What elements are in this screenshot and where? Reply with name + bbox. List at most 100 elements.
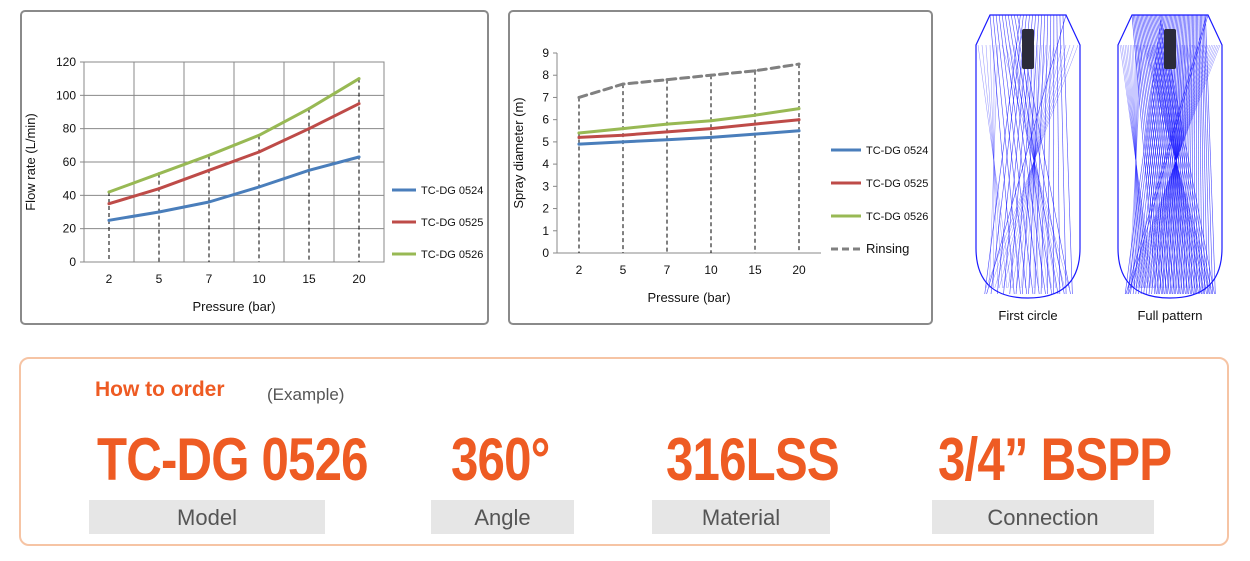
x-tick-label: 10	[704, 263, 718, 277]
y-axis-title: Flow rate (L/min)	[23, 113, 38, 211]
x-tick-label: 2	[106, 272, 113, 286]
data-point-tc-dg-0526	[207, 153, 211, 157]
spray-line	[1056, 14, 1061, 295]
y-tick-label: 6	[542, 113, 549, 127]
spray-line	[1139, 14, 1173, 295]
y-tick-label: 20	[63, 222, 77, 236]
spray-line	[1140, 14, 1176, 295]
x-tick-label: 5	[156, 272, 163, 286]
y-tick-label: 120	[56, 55, 76, 69]
data-point-tc-dg-0526	[621, 127, 625, 131]
y-tick-label: 2	[542, 202, 549, 216]
series-line-tc-dg-0525	[577, 118, 801, 139]
spray-patterns: First circle Full pattern	[960, 10, 1230, 330]
y-tick-label: 0	[69, 255, 76, 269]
first-circle-pattern-image	[975, 14, 1081, 299]
how-to-order-box: How to order (Example) TC-DG 0526 Model …	[19, 357, 1229, 546]
spray-line	[995, 14, 1028, 295]
series-line-tc-dg-0526	[107, 77, 361, 194]
data-point-tc-dg-0525	[621, 133, 625, 137]
spray-line	[1164, 14, 1182, 295]
series-line-tc-dg-0524	[107, 155, 361, 222]
spray-line	[1040, 14, 1049, 295]
data-point-tc-dg-0525	[107, 202, 111, 206]
legend-label-rinsing: Rinsing	[866, 241, 909, 256]
data-point-rinsing	[753, 69, 757, 73]
tank-outline	[1117, 14, 1223, 299]
x-axis-title: Pressure (bar)	[647, 290, 730, 305]
spray-line	[1034, 14, 1046, 295]
data-point-tc-dg-0525	[157, 187, 161, 191]
data-point-tc-dg-0524	[753, 132, 757, 136]
data-point-tc-dg-0525	[709, 127, 713, 131]
y-tick-label: 1	[542, 224, 549, 238]
data-point-tc-dg-0524	[709, 135, 713, 139]
data-point-rinsing	[665, 78, 669, 82]
x-tick-label: 20	[792, 263, 806, 277]
data-point-tc-dg-0525	[577, 135, 581, 139]
y-tick-label: 60	[63, 155, 77, 169]
tank-outline	[975, 14, 1081, 299]
legend-label-tc-dg-0526: TC-DG 0526	[421, 249, 483, 261]
x-tick-label: 2	[576, 263, 583, 277]
data-point-tc-dg-0524	[207, 200, 211, 204]
series-line-tc-dg-0525	[107, 102, 361, 206]
data-point-tc-dg-0524	[665, 138, 669, 142]
spray-line	[1136, 14, 1168, 295]
y-tick-label: 0	[542, 246, 549, 260]
spray-line	[998, 14, 1034, 295]
spray-line	[1127, 44, 1221, 289]
full-pattern-label: Full pattern	[1137, 308, 1203, 323]
spray-line	[1128, 44, 1143, 289]
data-point-tc-dg-0524	[107, 218, 111, 222]
angle-value: 360°	[451, 426, 550, 493]
x-tick-label: 7	[206, 272, 213, 286]
x-tick-label: 20	[352, 272, 366, 286]
spray-line	[1062, 14, 1073, 295]
data-point-tc-dg-0524	[577, 142, 581, 146]
spray-line	[1197, 14, 1200, 295]
material-value: 316LSS	[666, 426, 840, 493]
spray-line	[1135, 14, 1165, 295]
spray-line	[1161, 14, 1180, 295]
y-tick-label: 40	[63, 188, 77, 202]
data-point-tc-dg-0526	[665, 122, 669, 126]
data-point-tc-dg-0524	[307, 168, 311, 172]
data-point-tc-dg-0525	[207, 168, 211, 172]
series-line-tc-dg-0526	[577, 107, 801, 135]
data-point-rinsing	[797, 62, 801, 66]
spray-line	[1199, 14, 1205, 295]
data-point-tc-dg-0525	[665, 130, 669, 134]
spray-line	[1198, 14, 1203, 295]
data-point-tc-dg-0524	[621, 140, 625, 144]
y-tick-label: 3	[542, 179, 549, 193]
spray-line	[1059, 14, 1067, 295]
data-point-tc-dg-0525	[357, 102, 361, 106]
data-point-tc-dg-0526	[797, 107, 801, 111]
data-point-tc-dg-0525	[257, 150, 261, 154]
data-point-tc-dg-0525	[797, 118, 801, 122]
legend-label-tc-dg-0524: TC-DG 0524	[866, 145, 928, 157]
data-point-rinsing	[577, 95, 581, 99]
x-axis-title: Pressure (bar)	[192, 299, 275, 314]
full-pattern: Full pattern	[1110, 10, 1230, 330]
y-tick-label: 8	[542, 68, 549, 82]
legend-label-tc-dg-0524: TC-DG 0524	[421, 185, 483, 197]
data-point-tc-dg-0525	[753, 122, 757, 126]
data-point-tc-dg-0524	[257, 185, 261, 189]
flow-rate-chart-panel: 0 20 40 60 80 100 120 2 5 7 10 15 20 Pressure (bar) Fl…	[20, 10, 489, 325]
nozzle-device	[1164, 29, 1176, 69]
y-tick-label: 9	[542, 46, 549, 60]
spray-line	[1007, 14, 1053, 295]
spray-line	[1180, 14, 1189, 295]
spray-line	[989, 44, 999, 289]
data-point-rinsing	[709, 73, 713, 77]
data-point-tc-dg-0526	[709, 119, 713, 123]
y-tick-label: 80	[63, 122, 77, 136]
full-pattern-image	[1117, 14, 1223, 299]
spray-line	[1201, 14, 1208, 295]
spray-diameter-chart: 0 1 2 3 4 5 6 7 8 9 2 5 7 10 15 20 Pressure (bar) Spray d…	[511, 46, 928, 305]
spray-line	[985, 44, 1079, 289]
spray-line	[1047, 14, 1052, 295]
first-circle-label: First circle	[998, 308, 1058, 323]
